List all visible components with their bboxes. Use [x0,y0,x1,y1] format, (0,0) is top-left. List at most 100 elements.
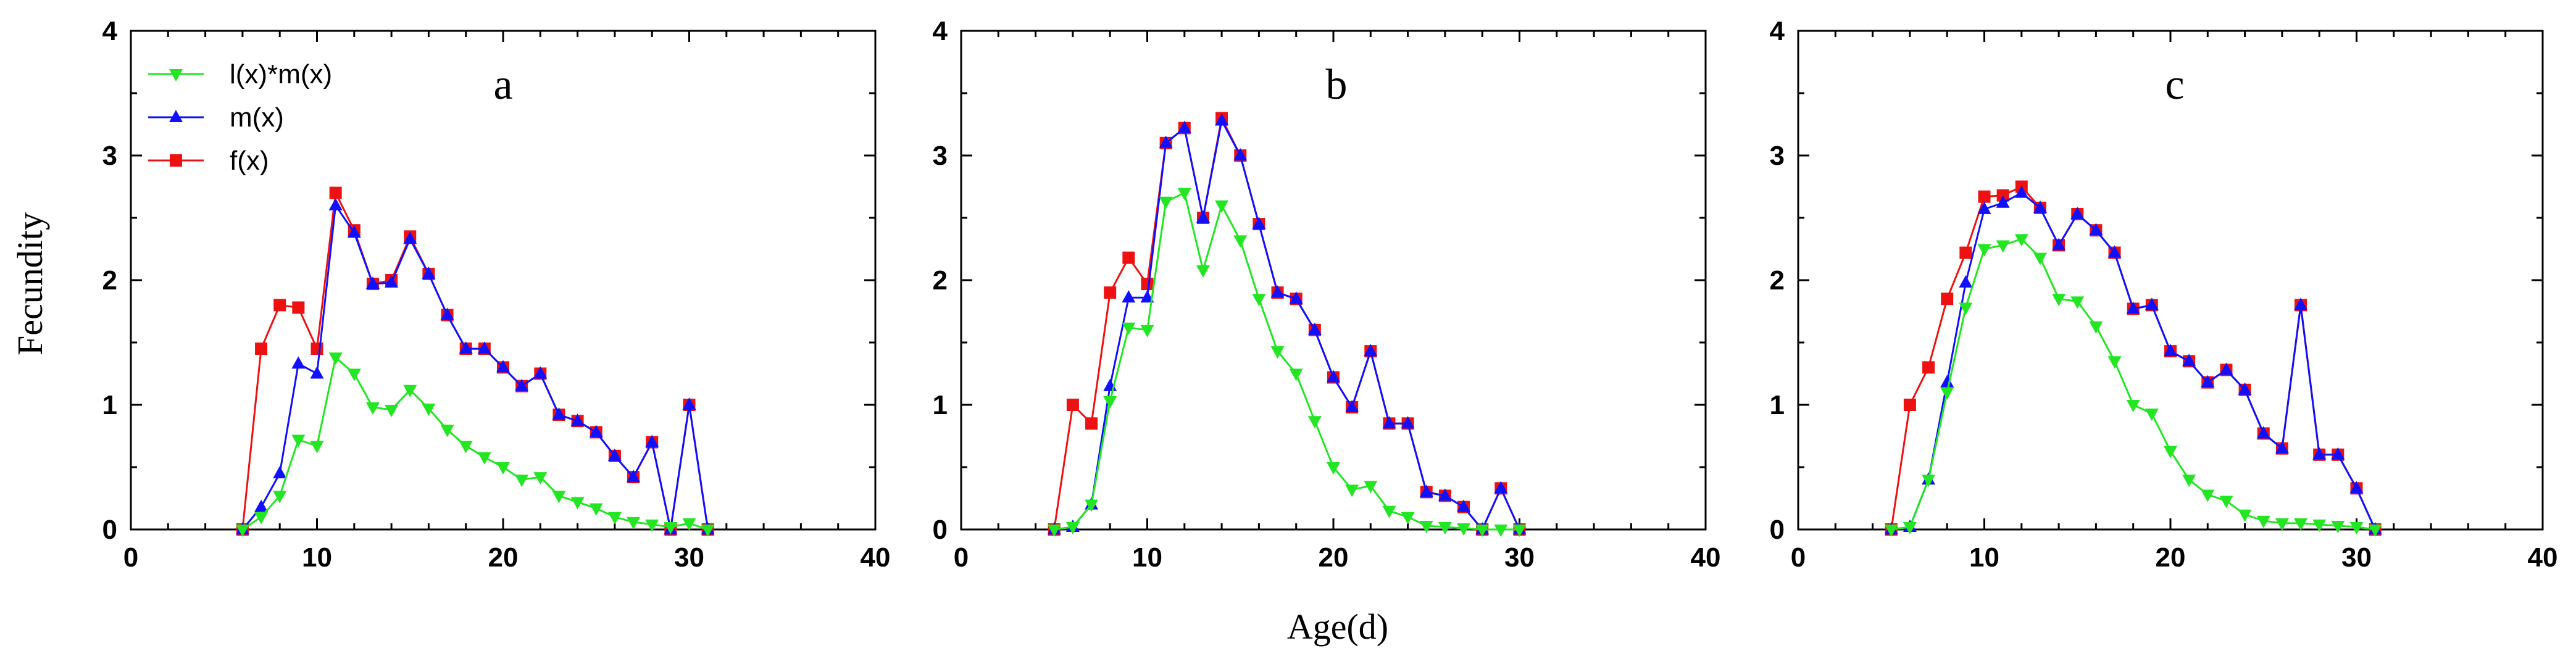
data-point-l(x)*m(x) [2033,252,2047,265]
data-point-l(x)*m(x) [645,519,659,532]
legend-label: f(x) [230,146,269,176]
data-point-f(x) [1903,399,1916,411]
data-point-l(x)*m(x) [701,525,715,537]
data-point-f(x) [1066,399,1079,411]
data-point-m(x) [291,356,306,369]
data-point-m(x) [1345,400,1359,413]
data-point-l(x)*m(x) [2126,400,2140,412]
data-point-f(x) [1122,251,1135,264]
data-point-f(x) [1141,278,1154,291]
data-point-m(x) [310,366,324,379]
data-point-l(x)*m(x) [1364,481,1378,494]
legend-label: m(x) [230,102,284,133]
data-point-l(x)*m(x) [2275,518,2289,531]
y-tick-label: 1 [1770,390,1785,420]
panel-letter: a [493,61,512,109]
data-point-m(x) [2182,354,2196,367]
data-point-m(x) [1233,148,1248,160]
x-tick-label: 0 [1791,542,1806,573]
data-point-m(x) [459,341,473,354]
data-point-l(x)*m(x) [515,475,529,488]
y-tick-label: 4 [933,16,948,46]
data-point-f(x) [1941,293,1954,305]
data-point-l(x)*m(x) [1977,244,1991,257]
data-point-l(x)*m(x) [254,512,269,525]
data-point-m(x) [1457,499,1471,512]
data-point-l(x)*m(x) [1252,294,1266,307]
data-point-m(x) [1996,195,2010,208]
data-point-m(x) [1401,416,1415,429]
data-point-m(x) [422,266,436,279]
x-tick-label: 20 [488,542,519,573]
data-point-l(x)*m(x) [1903,521,1917,534]
x-tick-label: 0 [123,542,138,573]
data-point-m(x) [2070,206,2085,219]
data-point-l(x)*m(x) [1884,525,1898,537]
data-point-m(x) [1289,291,1303,304]
y-tick-label: 0 [102,515,117,545]
data-point-l(x)*m(x) [347,368,361,381]
data-point-l(x)*m(x) [385,405,399,418]
data-point-l(x)*m(x) [1270,346,1285,359]
y-tick-label: 2 [933,265,948,296]
legend: l(x)*m(x) m(x) f(x) [148,59,332,176]
y-tick-label: 3 [1770,141,1785,171]
y-tick-label: 0 [1770,515,1785,545]
data-point-m(x) [1494,481,1508,494]
data-point-m(x) [1140,290,1154,303]
data-point-m(x) [2201,375,2215,388]
data-point-m(x) [1196,210,1210,223]
data-point-l(x)*m(x) [2052,294,2066,307]
legend-label: l(x)*m(x) [230,59,332,89]
legend-marker [170,154,182,167]
data-point-m(x) [440,307,454,320]
data-point-l(x)*m(x) [2238,509,2252,522]
data-point-m(x) [2219,362,2233,375]
data-point-m(x) [2033,200,2047,213]
y-tick-label: 3 [933,141,948,171]
data-point-l(x)*m(x) [2014,234,2028,247]
data-point-m(x) [2331,447,2345,460]
data-point-m(x) [2145,297,2159,310]
data-point-m(x) [347,225,361,238]
data-point-l(x)*m(x) [2312,519,2327,532]
x-axis-title: Age(d) [1287,607,1388,647]
panel-letter: c [2165,61,2184,109]
data-point-m(x) [627,470,641,483]
data-point-m(x) [328,197,343,210]
data-point-l(x)*m(x) [552,491,566,504]
data-point-f(x) [273,299,286,312]
data-point-l(x)*m(x) [1940,387,1954,400]
x-tick-label: 10 [1132,542,1162,573]
data-point-l(x)*m(x) [2070,296,2085,309]
data-point-l(x)*m(x) [403,384,417,397]
data-point-l(x)*m(x) [2256,515,2270,528]
y-axis-title: Fecundity [10,212,50,355]
data-point-m(x) [365,276,380,289]
chart-panel-a: 0 10 20 30 40 0 1 2 3 4 a l(x)*m(x) m(x) f(x) [102,16,891,573]
x-tick-label: 40 [2528,542,2558,573]
data-point-l(x)*m(x) [682,518,696,531]
data-point-m(x) [1382,416,1396,429]
data-point-m(x) [1215,113,1229,126]
data-point-m(x) [1940,375,1954,388]
x-tick-label: 30 [674,542,704,573]
data-point-l(x)*m(x) [1438,521,1452,534]
data-point-l(x)*m(x) [533,472,548,485]
data-point-l(x)*m(x) [422,404,436,417]
data-point-l(x)*m(x) [1159,196,1173,209]
data-point-l(x)*m(x) [1494,525,1508,537]
data-point-f(x) [1959,246,1972,259]
data-point-f(x) [1996,189,2009,202]
data-point-m(x) [2312,447,2327,460]
series-line-m(x) [241,202,709,530]
data-point-l(x)*m(x) [1475,525,1490,537]
data-point-l(x)*m(x) [2182,475,2196,488]
data-point-m(x) [273,466,287,479]
data-point-l(x)*m(x) [1345,484,1359,497]
data-point-l(x)*m(x) [2349,521,2364,534]
data-point-l(x)*m(x) [2201,489,2215,502]
data-point-m(x) [2164,344,2177,357]
